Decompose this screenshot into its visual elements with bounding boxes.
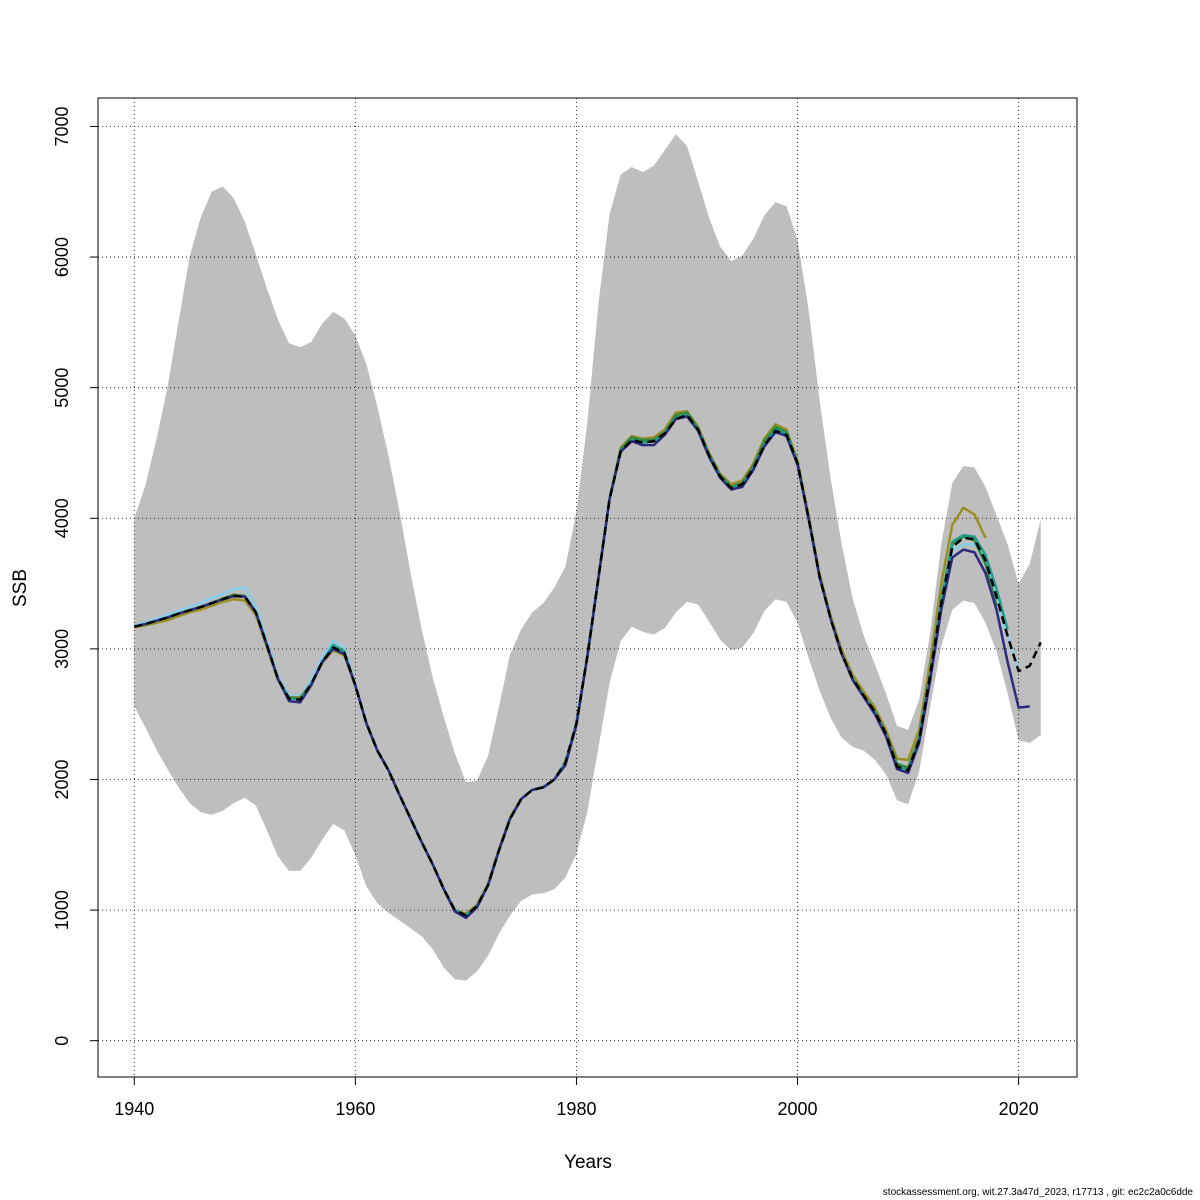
series-line — [133, 415, 1030, 920]
y-tick-label: 0 — [52, 1036, 72, 1046]
confidence-band — [134, 134, 1041, 981]
x-axis-label: Years — [564, 1152, 612, 1173]
y-tick-label: 7000 — [52, 106, 72, 146]
plot-frame — [97, 97, 1078, 1078]
y-tick-label: 6000 — [52, 237, 72, 277]
x-tick-label: 1980 — [556, 1099, 596, 1119]
series-line — [133, 413, 1042, 917]
y-tick-label: 1000 — [52, 890, 72, 930]
x-tick-label: 1940 — [114, 1099, 154, 1119]
x-tick-label: 2000 — [778, 1099, 818, 1119]
y-tick-label: 4000 — [52, 498, 72, 538]
y-axis-label: SSB — [10, 569, 31, 607]
x-tick-label: 2020 — [999, 1099, 1039, 1119]
y-tick-label: 5000 — [52, 368, 72, 408]
footnote: stockassessment.org, wit.27.3a47d_2023, … — [883, 1187, 1194, 1198]
y-tick-label: 3000 — [52, 629, 72, 669]
y-tick-label: 2000 — [52, 759, 72, 799]
x-tick-label: 1960 — [335, 1099, 375, 1119]
